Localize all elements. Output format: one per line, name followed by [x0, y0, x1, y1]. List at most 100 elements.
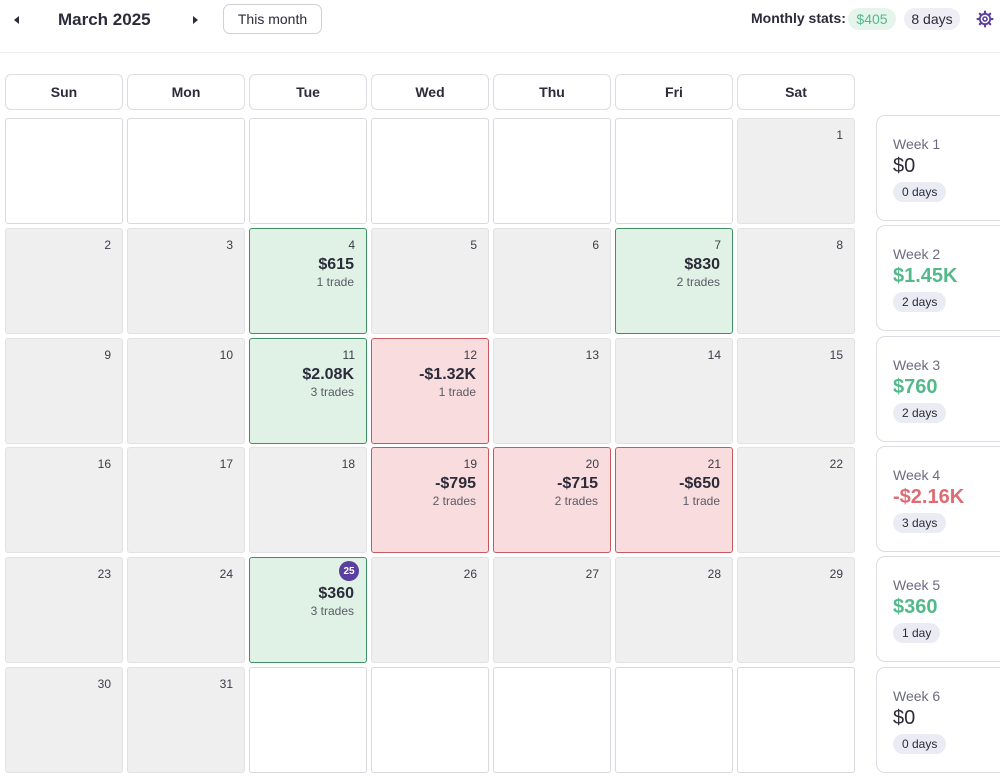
this-month-button[interactable]: This month: [223, 4, 322, 34]
week-label: Week 4: [893, 467, 941, 483]
week-pnl: $0: [893, 155, 916, 177]
calendar-day-8[interactable]: 8: [737, 228, 855, 334]
day-trade-count: 1 trade: [438, 385, 476, 399]
calendar-day-10[interactable]: 10: [127, 338, 245, 444]
day-number: 28: [707, 567, 721, 581]
calendar-day-23[interactable]: 23: [5, 557, 123, 663]
week-summary-card-1[interactable]: Week 1 $0 0 days: [876, 115, 1000, 221]
day-number: 17: [219, 457, 233, 471]
week-label: Week 6: [893, 688, 941, 704]
day-number: 20: [585, 457, 599, 471]
day-number: 12: [463, 348, 477, 362]
calendar-empty-cell: [615, 667, 733, 773]
week-days-badge: 2 days: [893, 292, 947, 312]
calendar-day-13[interactable]: 13: [493, 338, 611, 444]
week-pnl: $360: [893, 596, 938, 618]
calendar-day-15[interactable]: 15: [737, 338, 855, 444]
week-label: Week 3: [893, 357, 941, 373]
calendar-day-20[interactable]: 20 -$715 2 trades: [493, 447, 611, 553]
week-summary-card-2[interactable]: Week 2 $1.45K 2 days: [876, 225, 1000, 331]
calendar-day-18[interactable]: 18: [249, 447, 367, 553]
day-trade-count: 1 trade: [316, 275, 354, 289]
calendar-day-22[interactable]: 22: [737, 447, 855, 553]
day-number: 8: [836, 238, 843, 252]
gear-icon[interactable]: [976, 10, 994, 28]
day-pnl: -$795: [435, 475, 476, 492]
calendar-day-4[interactable]: 4 $615 1 trade: [249, 228, 367, 334]
day-number: 27: [585, 567, 599, 581]
week-days-badge: 2 days: [893, 403, 947, 423]
calendar-day-1[interactable]: 1: [737, 118, 855, 224]
day-number: 23: [97, 567, 111, 581]
calendar-day-29[interactable]: 29: [737, 557, 855, 663]
calendar-day-27[interactable]: 27: [493, 557, 611, 663]
day-pnl: $830: [684, 256, 720, 273]
day-trade-count: 1 trade: [682, 494, 720, 508]
week-summary-card-6[interactable]: Week 6 $0 0 days: [876, 667, 1000, 773]
calendar-day-30[interactable]: 30: [5, 667, 123, 773]
calendar-day-21[interactable]: 21 -$650 1 trade: [615, 447, 733, 553]
next-month-icon[interactable]: [188, 13, 202, 27]
weekday-header-thu: Thu: [493, 74, 611, 110]
day-number: 1: [836, 128, 843, 142]
week-days-badge: 0 days: [893, 734, 947, 754]
day-number: 29: [829, 567, 843, 581]
calendar-day-3[interactable]: 3: [127, 228, 245, 334]
week-summary-card-4[interactable]: Week 4 -$2.16K 3 days: [876, 446, 1000, 552]
calendar-empty-cell: [371, 118, 489, 224]
week-label: Week 1: [893, 136, 941, 152]
week-summary-card-5[interactable]: Week 5 $360 1 day: [876, 556, 1000, 662]
calendar-empty-cell: [249, 118, 367, 224]
calendar-day-9[interactable]: 9: [5, 338, 123, 444]
day-number: 10: [219, 348, 233, 362]
day-number: 21: [707, 457, 721, 471]
calendar-day-11[interactable]: 11 $2.08K 3 trades: [249, 338, 367, 444]
day-pnl: $2.08K: [302, 366, 354, 383]
calendar-day-24[interactable]: 24: [127, 557, 245, 663]
calendar-day-6[interactable]: 6: [493, 228, 611, 334]
day-number: 6: [592, 238, 599, 252]
day-pnl: -$715: [557, 475, 598, 492]
day-number: 4: [348, 238, 355, 252]
month-title: March 2025: [58, 10, 151, 29]
calendar-day-14[interactable]: 14: [615, 338, 733, 444]
week-days-badge: 1 day: [893, 623, 941, 643]
day-pnl: -$650: [679, 475, 720, 492]
week-summary-card-3[interactable]: Week 3 $760 2 days: [876, 336, 1000, 442]
prev-month-icon[interactable]: [10, 13, 24, 27]
day-number: 24: [219, 567, 233, 581]
day-number: 18: [341, 457, 355, 471]
calendar-day-26[interactable]: 26: [371, 557, 489, 663]
week-pnl: $1.45K: [893, 265, 958, 287]
calendar-day-28[interactable]: 28: [615, 557, 733, 663]
week-label: Week 2: [893, 246, 941, 262]
calendar-day-17[interactable]: 17: [127, 447, 245, 553]
calendar-empty-cell: [127, 118, 245, 224]
day-number: 2: [104, 238, 111, 252]
calendar-empty-cell: [249, 667, 367, 773]
calendar-day-7[interactable]: 7 $830 2 trades: [615, 228, 733, 334]
calendar-day-31[interactable]: 31: [127, 667, 245, 773]
day-number: 13: [585, 348, 599, 362]
calendar-day-12[interactable]: 12 -$1.32K 1 trade: [371, 338, 489, 444]
calendar-day-2[interactable]: 2: [5, 228, 123, 334]
week-label: Week 5: [893, 577, 941, 593]
day-number: 5: [470, 238, 477, 252]
day-number: 31: [219, 677, 233, 691]
day-number: 30: [97, 677, 111, 691]
weekday-header-wed: Wed: [371, 74, 489, 110]
weekday-header-tue: Tue: [249, 74, 367, 110]
monthly-days-badge: 8 days: [904, 8, 960, 30]
calendar-header: March 2025 This month Monthly stats: $40…: [0, 0, 1000, 53]
calendar-day-16[interactable]: 16: [5, 447, 123, 553]
calendar-day-5[interactable]: 5: [371, 228, 489, 334]
calendar-day-19[interactable]: 19 -$795 2 trades: [371, 447, 489, 553]
calendar-empty-cell: [737, 667, 855, 773]
day-pnl: $360: [318, 585, 354, 602]
day-trade-count: 2 trades: [554, 494, 598, 508]
calendar-day-25[interactable]: 25 $360 3 trades: [249, 557, 367, 663]
day-number: 19: [463, 457, 477, 471]
day-trade-count: 3 trades: [310, 604, 354, 618]
monthly-stats-label: Monthly stats:: [751, 10, 846, 26]
day-number: 11: [342, 348, 355, 362]
